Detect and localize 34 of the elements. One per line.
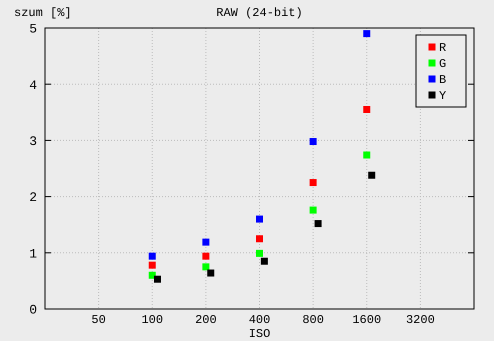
legend-label: Y — [439, 89, 446, 104]
point — [202, 238, 210, 246]
x-axis-title: ISO — [248, 327, 270, 341]
x-tick-label: 400 — [248, 313, 270, 327]
point — [310, 179, 317, 186]
point — [148, 252, 156, 260]
chart-title: RAW (24-bit) — [216, 6, 303, 20]
legend-label: R — [439, 41, 446, 56]
y-tick-label: 4 — [29, 78, 38, 93]
point — [363, 106, 370, 113]
x-tick-label: 50 — [91, 313, 106, 327]
x-tick-label: 100 — [141, 313, 164, 327]
point — [363, 30, 370, 38]
point — [310, 138, 317, 146]
x-tick-label: 1600 — [352, 313, 382, 327]
point — [148, 262, 156, 269]
point — [202, 252, 210, 260]
y-tick-label: 2 — [29, 190, 37, 206]
x-tick-label: 800 — [302, 313, 324, 327]
legend-label: G — [439, 57, 446, 72]
point — [256, 235, 263, 242]
point — [363, 152, 370, 159]
y-tick-label: 5 — [29, 22, 37, 37]
y-tick-label: 3 — [29, 134, 37, 149]
legend-label: B — [439, 73, 446, 88]
x-tick-label: 3200 — [406, 313, 435, 327]
x-tick-label: 200 — [195, 313, 217, 327]
point — [310, 206, 317, 214]
point — [202, 263, 210, 270]
y-tick-label: 0 — [29, 302, 37, 318]
point — [256, 250, 263, 257]
y-axis-title: szum [%] — [14, 6, 72, 20]
y-tick-label: 1 — [29, 246, 38, 262]
point — [256, 216, 263, 223]
